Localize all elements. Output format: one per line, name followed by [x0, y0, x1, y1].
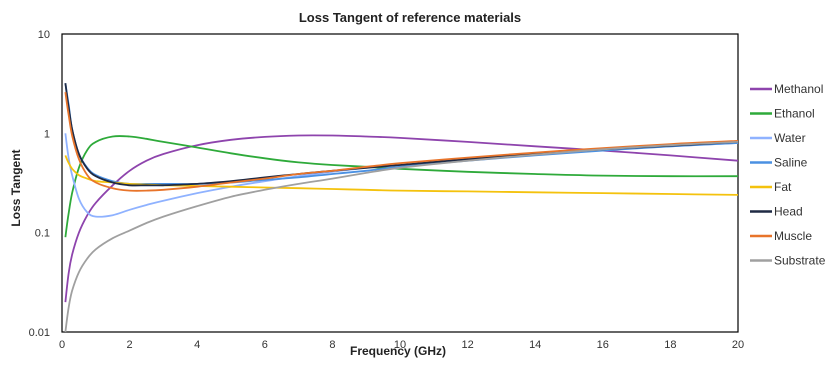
series-line-fat	[64, 155, 739, 196]
series-line-head	[64, 83, 739, 187]
x-tick-label: 18	[664, 339, 676, 351]
x-tick-label: 4	[194, 339, 200, 351]
legend-label-muscle: Muscle	[774, 229, 812, 243]
x-axis-ticks: 0 2 4 6 8 10 12 14 16 18 20	[59, 339, 744, 351]
y-tick-label: 0.01	[29, 327, 50, 339]
legend-label-saline: Saline	[774, 156, 808, 170]
legend-label-head: Head	[774, 205, 803, 219]
series-lines	[64, 83, 739, 333]
plot-frame	[61, 33, 739, 333]
legend: Methanol Ethanol Water Saline Fat Head Muscle S…	[750, 82, 826, 268]
x-tick-label: 14	[529, 339, 541, 351]
legend-label-ethanol: Ethanol	[774, 107, 815, 121]
series-line-ethanol	[64, 135, 739, 238]
series-line-substrate	[64, 141, 739, 333]
legend-label-water: Water	[774, 131, 806, 145]
chart-title: Loss Tangent of reference materials	[299, 10, 521, 25]
legend-label-substrate: Substrate	[774, 254, 826, 268]
x-tick-label: 16	[597, 339, 609, 351]
y-tick-label: 10	[38, 29, 50, 41]
x-axis-label: Frequency (GHz)	[350, 344, 446, 358]
y-tick-label: 1	[44, 128, 50, 140]
plot-area-border	[61, 33, 739, 333]
y-axis-ticks: 0.01 0.1 1 10	[29, 29, 50, 339]
x-tick-label: 6	[262, 339, 268, 351]
x-tick-label: 8	[329, 339, 335, 351]
x-tick-label: 20	[732, 339, 744, 351]
x-tick-label: 12	[461, 339, 473, 351]
x-tick-label: 10	[394, 339, 406, 351]
series-line-muscle	[64, 91, 739, 192]
x-tick-label: 0	[59, 339, 65, 351]
x-tick-label: 2	[127, 339, 133, 351]
series-line-methanol	[64, 134, 739, 303]
legend-label-methanol: Methanol	[774, 82, 823, 96]
y-tick-label: 0.1	[35, 228, 50, 240]
y-axis-label: Loss Tangent	[9, 149, 23, 226]
legend-label-fat: Fat	[774, 180, 792, 194]
